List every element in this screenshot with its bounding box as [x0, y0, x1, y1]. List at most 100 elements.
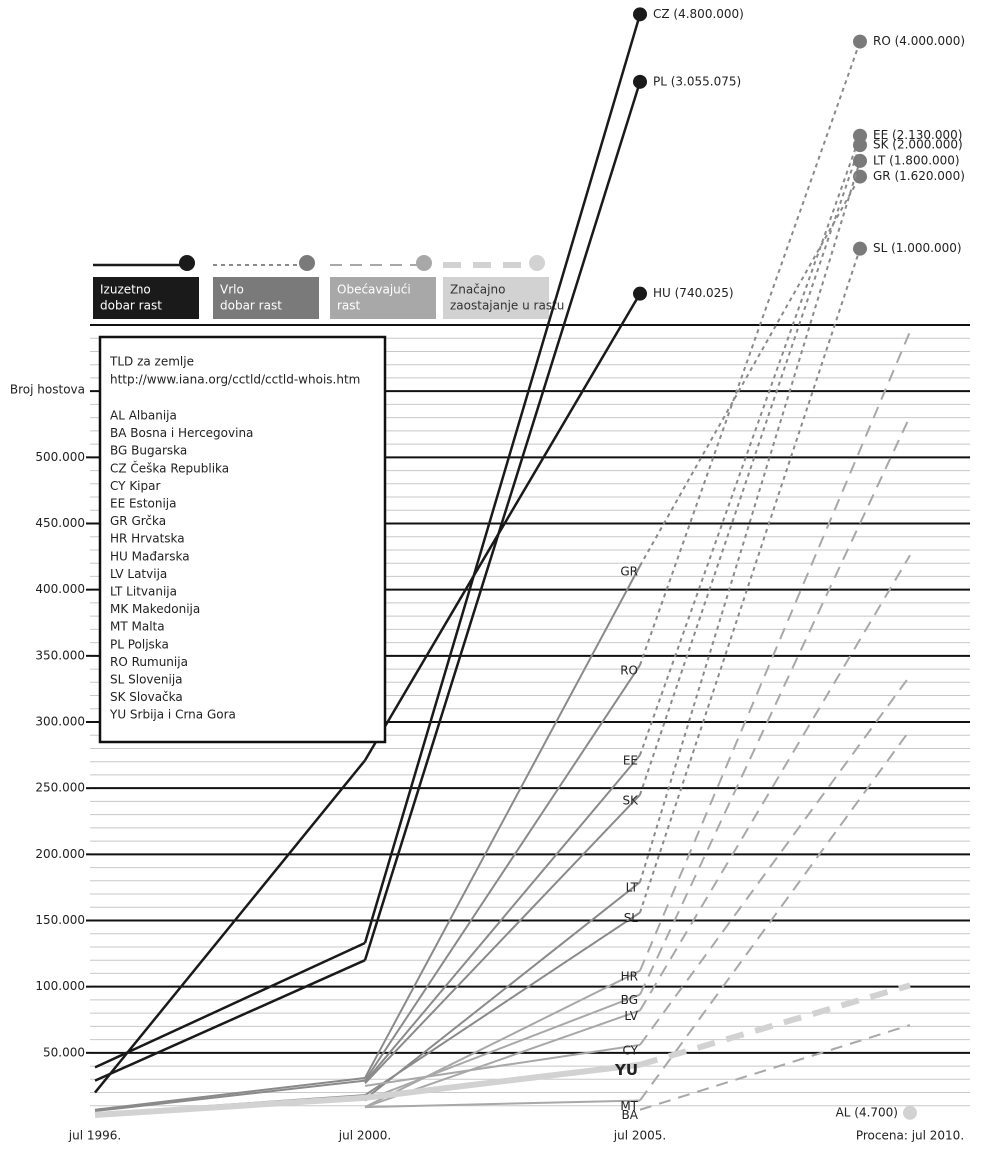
legend-box — [93, 277, 199, 319]
y-tick-label: 50.000 — [43, 1045, 85, 1059]
end-point — [633, 7, 647, 22]
end-point — [853, 241, 867, 256]
key-item: YU Srbija i Crna Gora — [109, 708, 236, 722]
series-segment — [364, 911, 641, 1097]
series-segment — [639, 176, 861, 567]
series-segment — [639, 331, 911, 972]
legend-label: Izuzetno — [100, 283, 151, 297]
series-segment — [364, 565, 641, 1079]
y-tick-label: 100.000 — [35, 979, 85, 993]
key-url: http://www.iana.org/cctld/cctld-whois.ht… — [110, 373, 360, 387]
x-tick-label: jul 2000. — [338, 1129, 391, 1143]
series-label: GR — [620, 564, 638, 578]
value-label: LT (1.800.000) — [873, 153, 960, 167]
series-segment — [639, 554, 911, 1011]
value-label: GR (1.620.000) — [873, 169, 965, 183]
series-label: BG — [621, 993, 638, 1007]
legend-box — [443, 277, 549, 319]
legend-label: zaostajanje u rastu — [450, 299, 564, 313]
key-item: LT Litvanija — [110, 585, 177, 599]
legend-label: Značajno — [450, 283, 505, 297]
end-point — [853, 153, 867, 168]
end-point — [853, 169, 867, 184]
series-label: SL — [624, 911, 639, 925]
end-point — [633, 286, 647, 301]
end-point — [853, 34, 867, 49]
series-segment — [639, 41, 861, 666]
legend-dot — [529, 255, 545, 271]
series-segment — [364, 794, 641, 1084]
y-tick-label: 450.000 — [35, 516, 85, 530]
x-tick-label: jul 2005. — [613, 1129, 666, 1143]
end-point — [633, 74, 647, 89]
key-item: BA Bosna i Hercegovina — [110, 426, 253, 440]
series-label: LT — [626, 881, 639, 895]
y-tick-label: 500.000 — [35, 450, 85, 464]
value-label: SK (2.000.000) — [873, 138, 963, 152]
series-segment — [364, 969, 641, 1108]
y-tick-label: 350.000 — [35, 648, 85, 662]
value-label: CZ (4.800.000) — [653, 7, 744, 21]
y-tick-label: 200.000 — [35, 847, 85, 861]
series-segment — [639, 144, 861, 796]
series-segment — [94, 1076, 366, 1111]
series-label: BA — [622, 1108, 639, 1122]
series-segment — [94, 941, 366, 1069]
x-tick-label: Procena: jul 2010. — [856, 1129, 964, 1143]
key-item: HU Mađarska — [110, 549, 190, 563]
value-label: EE (2.130.000) — [873, 128, 962, 142]
value-label: HU (740.025) — [653, 286, 734, 300]
series-segment — [363, 13, 642, 944]
key-item: AL Albanija — [110, 409, 177, 423]
series-segment — [94, 1079, 366, 1113]
legend-label: dobar rast — [100, 299, 162, 313]
key-item: PL Poljska — [110, 637, 169, 651]
key-item: GR Grčka — [110, 514, 166, 528]
value-label: SL (1.000.000) — [873, 241, 962, 255]
legend-box — [213, 277, 319, 319]
key-item: CZ Češka Republika — [110, 460, 229, 475]
series-segment — [364, 1061, 641, 1101]
value-label: AL (4.700) — [836, 1105, 898, 1119]
series-segment — [639, 135, 861, 756]
legend-label: Vrlo — [220, 283, 244, 297]
key-item: RO Rumunija — [110, 655, 188, 669]
legend-dot — [416, 255, 432, 271]
series-segment — [364, 664, 641, 1082]
series-segment — [94, 759, 366, 1094]
series-label: CY — [623, 1043, 639, 1057]
value-label: RO (4.000.000) — [873, 34, 965, 48]
key-item: HR Hrvatska — [110, 532, 185, 546]
series-segment — [639, 982, 911, 1068]
legend-dot — [179, 255, 195, 271]
series-segment — [364, 993, 641, 1102]
key-item: MT Malta — [110, 620, 165, 634]
x-tick-label: jul 1996. — [68, 1129, 121, 1143]
series-segment — [639, 160, 861, 883]
y-tick-label: 300.000 — [35, 715, 85, 729]
series-segment — [639, 729, 911, 1102]
key-item: MK Makedonija — [110, 602, 200, 616]
y-tick-label: 150.000 — [35, 913, 85, 927]
legend-label: Obećavajući — [337, 283, 411, 297]
series-segment — [639, 675, 911, 1046]
series-label: YU — [614, 1061, 638, 1079]
series-label: MT — [620, 1099, 638, 1113]
series-label: HR — [621, 969, 638, 983]
key-item: EE Estonija — [110, 497, 177, 511]
legend-box — [330, 277, 436, 319]
series-segment — [94, 959, 366, 1082]
series-label: LV — [624, 1009, 638, 1023]
key-item: CY Kipar — [110, 479, 160, 493]
key-item: SK Slovačka — [110, 690, 183, 704]
legend-label: dobar rast — [220, 299, 282, 313]
key-item: LV Latvija — [110, 567, 167, 581]
series-segment — [639, 1024, 911, 1111]
y-axis-label: Broj hostova — [10, 383, 85, 397]
series-segment — [639, 415, 911, 996]
series-segment — [363, 293, 642, 762]
key-box — [98, 335, 387, 744]
key-item: SL Slovenija — [110, 673, 183, 687]
series-segment — [639, 248, 861, 913]
